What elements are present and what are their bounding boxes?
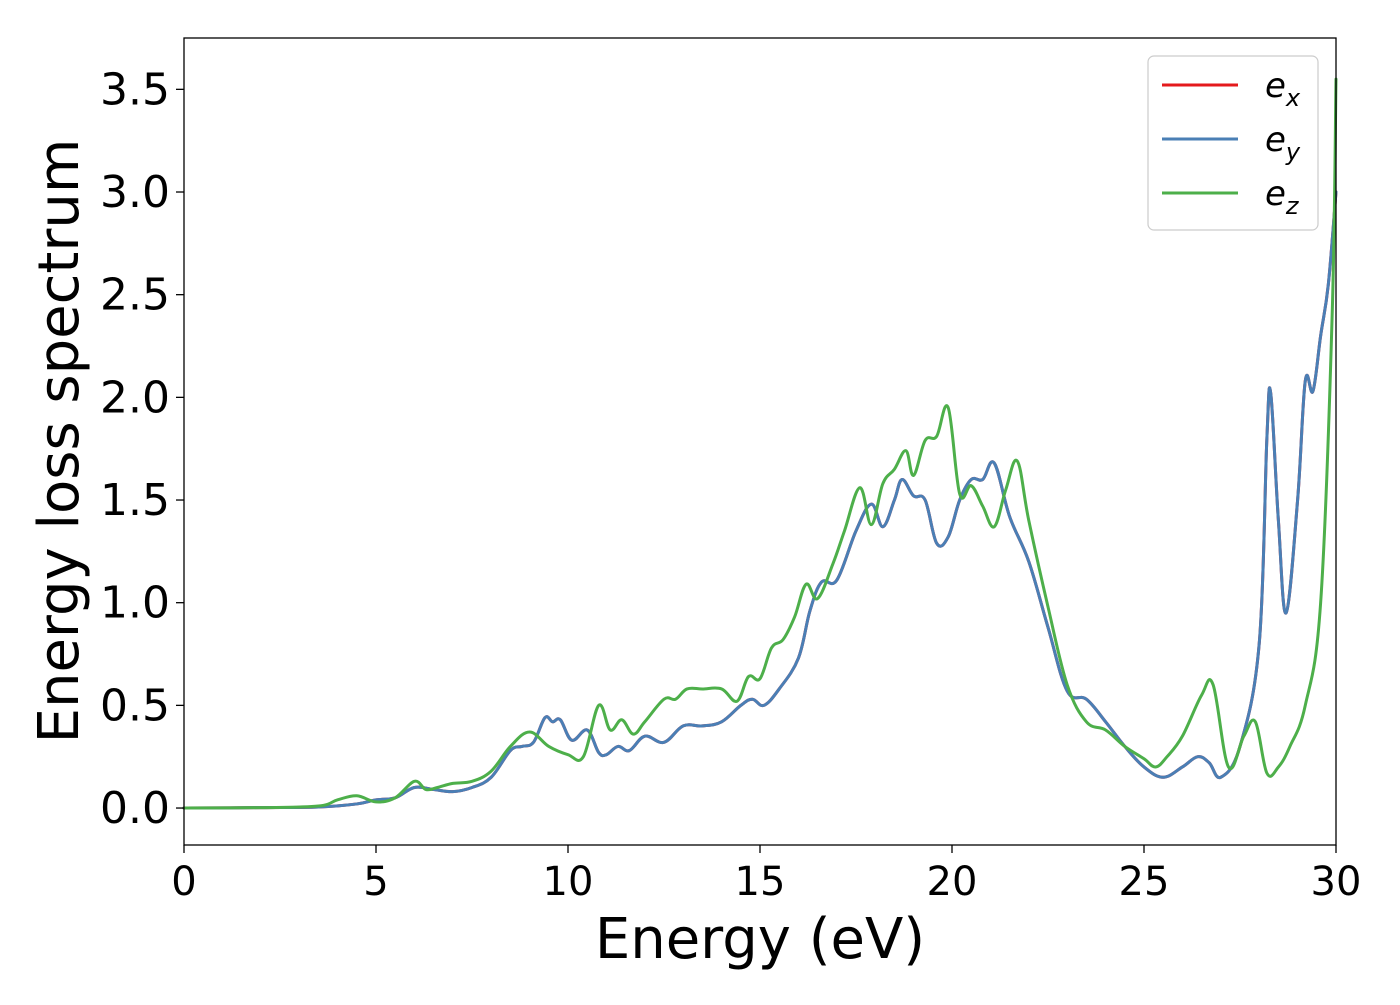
x-tick-label: 0	[171, 859, 196, 905]
x-tick-label: 5	[363, 859, 388, 905]
y-tick-label: 0.0	[100, 783, 170, 834]
series-layer	[182, 77, 1338, 810]
x-axis-ticks: 0 5 10 15 20 25 30	[171, 845, 1361, 905]
series-line-e-x	[182, 190, 1338, 810]
series-line-e-z	[182, 77, 1338, 810]
x-tick-label: 20	[927, 859, 978, 905]
legend-label-e-z: ez	[1265, 174, 1300, 220]
y-tick-label: 2.0	[100, 372, 170, 423]
series-line-e-y	[182, 190, 1338, 810]
x-tick-label: 25	[1119, 859, 1170, 905]
x-tick-label: 15	[735, 859, 786, 905]
legend-box	[1147, 55, 1319, 231]
x-tick-label: 30	[1311, 859, 1362, 905]
x-axis-title: Energy (eV)	[595, 907, 925, 972]
legend-label-e-x: ex	[1265, 66, 1301, 112]
x-tick-label: 10	[543, 859, 594, 905]
legend: ex ey ez	[1147, 55, 1319, 231]
y-tick-label: 1.0	[100, 578, 170, 629]
y-tick-label: 3.5	[100, 64, 170, 115]
legend-items: ex ey ez	[1162, 66, 1301, 220]
y-tick-label: 2.5	[100, 270, 170, 321]
y-tick-label: 3.0	[100, 167, 170, 218]
y-tick-label: 1.5	[100, 475, 170, 526]
y-tick-label: 0.5	[100, 680, 170, 731]
y-axis-title: Energy loss spectrum	[27, 139, 92, 744]
y-axis-ticks: 0.0 0.5 1.0 1.5 2.0 2.5 3.0 3.5	[100, 64, 184, 834]
legend-label-e-y: ey	[1265, 120, 1301, 166]
